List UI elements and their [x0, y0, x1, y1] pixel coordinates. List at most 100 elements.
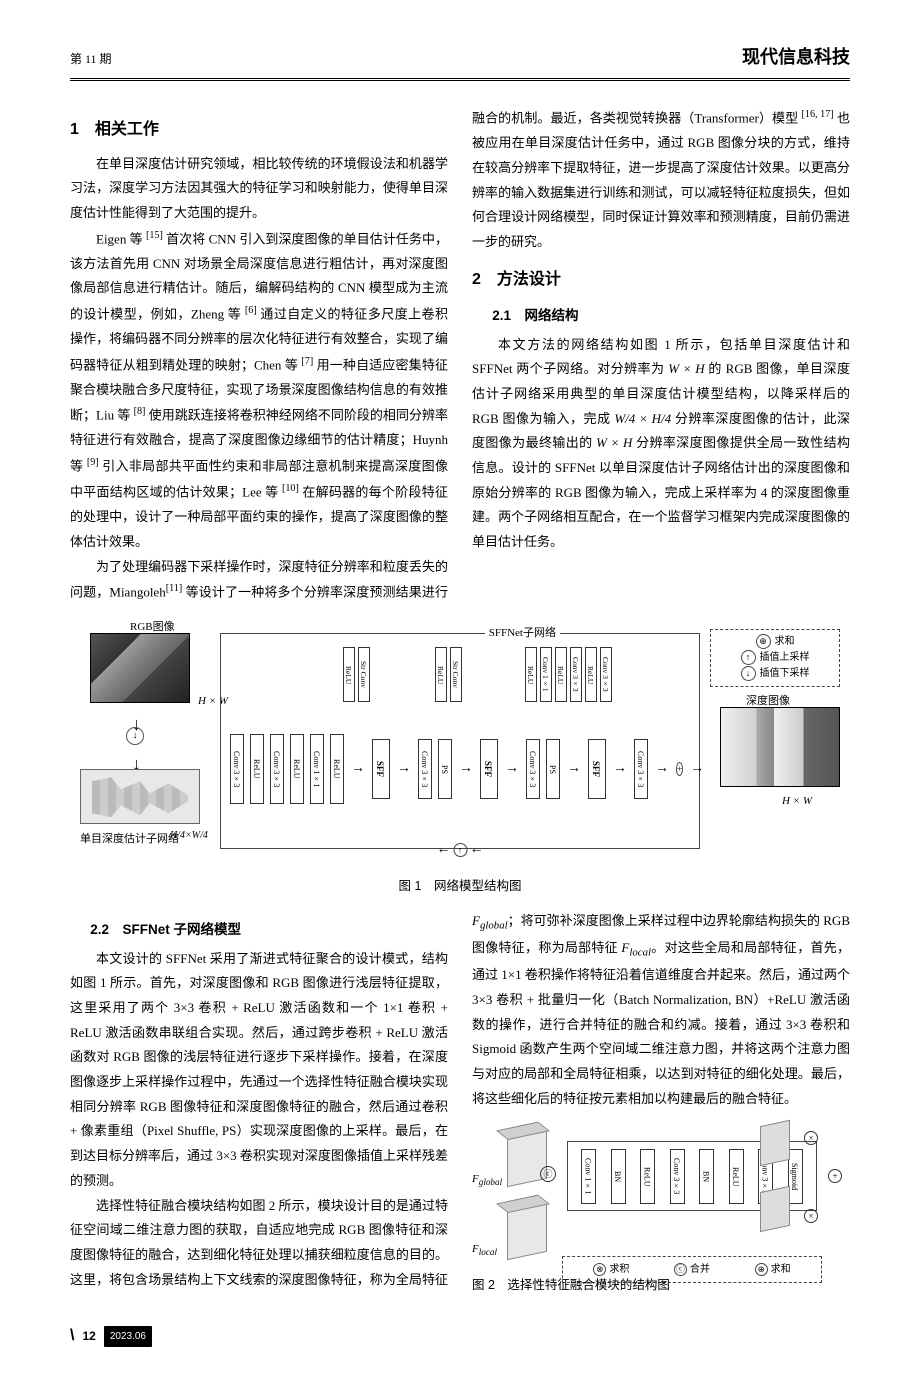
journal-title: 现代信息科技: [742, 40, 850, 74]
section-2-2-heading: 2.2 SFFNet 子网络模型: [70, 917, 448, 943]
flocal-cube: [507, 1202, 547, 1261]
body-columns-2: 2.2 SFFNet 子网络模型 本文设计的 SFFNet 采用了渐进式特征聚合…: [70, 909, 850, 1297]
relu-block: ReLU: [640, 1149, 655, 1204]
downsample-icon: ↓: [741, 666, 756, 681]
upsample-icon: ↑: [741, 650, 756, 665]
strconv-block: Str Conv: [450, 647, 462, 702]
flocal-sym: Flocal: [621, 940, 651, 955]
strconv-block: Str Conv: [358, 647, 370, 702]
section-2-heading: 2 方法设计: [472, 265, 850, 295]
text: 。对这些全局和局部特征，首先，通过 1×1 卷积操作将特征沿着信道维度合并起来。…: [472, 940, 850, 1106]
conv33-block: Conv 3×3: [634, 739, 648, 799]
ps-block: PS: [438, 739, 452, 799]
s1-p1: 在单目深度估计研究领域，相比较传统的环境假设法和机器学习法，深度学习方法因其强大…: [70, 152, 448, 226]
branch-1: ReLU Str Conv: [343, 647, 370, 702]
page-header: 第 11 期 现代信息科技: [70, 40, 850, 81]
text: Eigen 等: [96, 231, 146, 246]
sff-block: SFF: [588, 739, 606, 799]
text: 选择性特征融合模块结构如图 2 所示，模块设计目的是通过特征空间域二维注意力图的…: [70, 1198, 448, 1287]
relu-block: ReLU: [555, 647, 567, 702]
s1-p2: Eigen 等 [15] 首次将 CNN 引入到深度图像的单目估计任务中，该方法…: [70, 226, 448, 555]
relu-block: ReLU: [250, 734, 264, 804]
footer-date: 2023.06: [104, 1326, 152, 1347]
sum-op-icon: +: [676, 762, 683, 776]
hw-out-label: H × W: [782, 791, 812, 812]
conv33-block: Conv 3×3: [570, 647, 582, 702]
relu-block: ReLU: [525, 647, 537, 702]
conv33-block: Conv 3×3: [418, 739, 432, 799]
concat-op-icon: ⓒ: [540, 1166, 556, 1182]
arrow-right-icon: →: [567, 756, 581, 783]
section-1-heading: 1 相关工作: [70, 115, 448, 145]
section-2-1-heading: 2.1 网络结构: [472, 303, 850, 329]
sff-block: SFF: [480, 739, 498, 799]
sum-op-icon: +: [828, 1169, 842, 1183]
relu-block: ReLU: [290, 734, 304, 804]
relu-block: ReLU: [435, 647, 447, 702]
figure-2: Fglobal Flocal ⓒ Conv 1×1 BN ReLU Conv 3…: [472, 1111, 850, 1291]
ref-11: [11]: [166, 583, 183, 594]
sff-block: SFF: [372, 739, 390, 799]
conv11-block: Conv 1×1: [581, 1149, 596, 1204]
ref-7: [7]: [301, 356, 313, 367]
arrow-right-icon: →: [351, 756, 365, 783]
depth-image-thumb: [720, 707, 840, 787]
sum-label: 求和: [775, 636, 795, 647]
downsample-op-icon: ↓: [126, 727, 144, 745]
bn-block: BN: [699, 1149, 714, 1204]
ref-15: [15]: [146, 230, 163, 241]
upsample-op-row: ← ↑ ←: [437, 837, 484, 864]
conv11-block: Conv 1×1: [540, 647, 552, 702]
sum-icon: ⊕: [756, 634, 771, 649]
arrow-right-icon: →: [690, 756, 704, 783]
bn-block: BN: [611, 1149, 626, 1204]
figure-2-caption: 图 2 选择性特征融合模块的结构图: [472, 1274, 850, 1298]
relu-block: ReLU: [343, 647, 355, 702]
relu-block: ReLU: [729, 1149, 744, 1204]
branch-2: ReLU Str Conv: [435, 647, 462, 702]
fglobal-sym: Fglobal: [472, 913, 508, 928]
attention-map-bot: [760, 1186, 790, 1232]
footer-slash-icon: \: [70, 1321, 74, 1351]
hw4-label: H/4×W/4: [170, 826, 208, 845]
rgb-image-thumb: [90, 633, 190, 703]
conv33-block: Conv 3×3: [670, 1149, 685, 1204]
mult-op-icon: ×: [804, 1209, 818, 1223]
conv33-block: Conv 3×3: [230, 734, 244, 804]
relu-block: ReLU: [330, 734, 344, 804]
arrow-right-icon: →: [397, 756, 411, 783]
main-pipeline: Conv 3×3 ReLU Conv 3×3 ReLU Conv 1×1 ReL…: [230, 729, 690, 809]
ps-block: PS: [546, 739, 560, 799]
ref-9: [9]: [87, 457, 99, 468]
sffnet-title: SFFNet子网络: [485, 623, 560, 644]
arrow-right-icon: →: [655, 756, 669, 783]
conv11-block: Conv 1×1: [310, 734, 324, 804]
fglobal-label: Fglobal: [472, 1169, 502, 1192]
rgb-branches: ReLU Str Conv ReLU Str Conv ReLU Conv 1×…: [295, 647, 630, 722]
attention-map-top: [760, 1120, 790, 1166]
text: 分辨率深度图像提供全局一致性结构信息。设计的 SFFNet 以单目深度估计子网络…: [472, 435, 850, 549]
up-label: 插值上采样: [760, 652, 810, 663]
conv33-block: Conv 3×3: [526, 739, 540, 799]
monocular-subnet-label: 单目深度估计子网络: [80, 829, 179, 850]
conv33-block: Conv 3×3: [270, 734, 284, 804]
arrow-right-icon: →: [505, 756, 519, 783]
math-w4h4: W/4 × H/4: [614, 411, 671, 426]
figure-1-legend: ⊕求和 ↑插值上采样 ↓插值下采样: [710, 629, 840, 687]
figure-1: RGB图像 H × W ↓ ↓ ↓ 单目深度估计子网络 H/4×W/4 SFFN…: [70, 619, 850, 899]
ref-1617: [16, 17]: [802, 109, 834, 120]
arrow-right-icon: →: [613, 756, 627, 783]
flocal-label: Flocal: [472, 1239, 497, 1262]
ref-8: [8]: [134, 406, 146, 417]
upsample-op-icon: ↑: [453, 843, 467, 857]
figure-1-diagram: RGB图像 H × W ↓ ↓ ↓ 单目深度估计子网络 H/4×W/4 SFFN…: [70, 619, 850, 869]
math-wh2: W × H: [596, 435, 632, 450]
monocular-subnet-shape: [92, 777, 188, 817]
s21-p1: 本文方法的网络结构如图 1 所示，包括单目深度估计和 SFFNet 两个子网络。…: [472, 333, 850, 555]
page-footer: \ 12 2023.06: [70, 1321, 850, 1351]
text: 也被应用在单目深度估计任务中，通过 RGB 图像分块的方式，维持在较高分辨率下提…: [472, 111, 850, 249]
arrow-right-icon: →: [459, 756, 473, 783]
body-columns: 1 相关工作 在单目深度估计研究领域，相比较传统的环境假设法和机器学习法，深度学…: [70, 105, 850, 605]
ref-10: [10]: [282, 483, 299, 494]
conv33-block: Conv 3×3: [600, 647, 612, 702]
